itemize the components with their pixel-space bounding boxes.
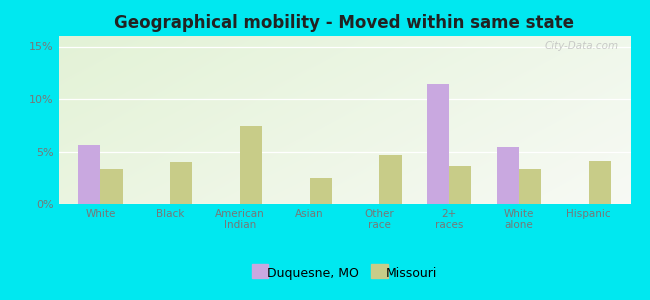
Bar	[519, 169, 541, 204]
Bar	[309, 178, 332, 204]
Legend: Duquesne, MO, Missouri: Duquesne, MO, Missouri	[246, 262, 443, 285]
Text: City-Data.com: City-Data.com	[545, 41, 619, 51]
Bar	[380, 155, 402, 204]
Bar	[589, 161, 611, 204]
Bar	[449, 166, 471, 204]
Bar	[78, 145, 100, 204]
Title: Geographical mobility - Moved within same state: Geographical mobility - Moved within sam…	[114, 14, 575, 32]
Bar	[497, 147, 519, 204]
Bar	[240, 126, 262, 204]
Bar	[100, 169, 123, 204]
Bar	[427, 84, 449, 204]
Bar	[170, 162, 192, 204]
